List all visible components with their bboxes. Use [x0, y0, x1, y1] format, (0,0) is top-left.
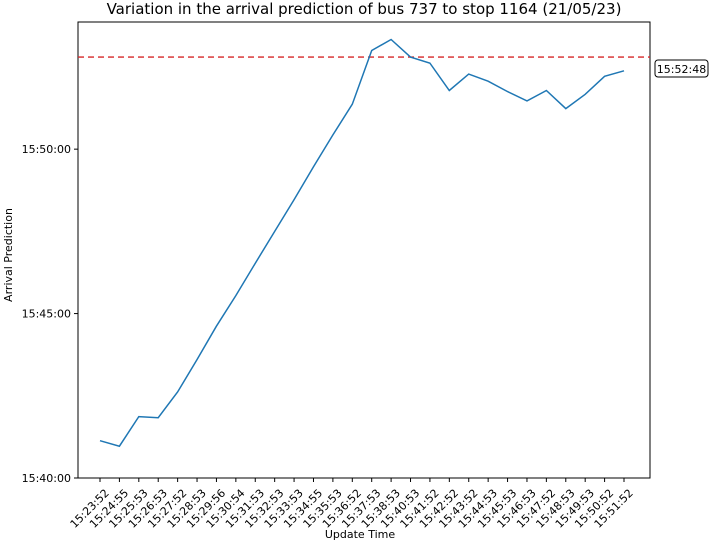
chart-title: Variation in the arrival prediction of b… [107, 0, 622, 18]
reference-label-box [654, 59, 709, 78]
y-tick-label: 15:50:00 [22, 143, 71, 156]
reference-label: 15:52:48 [657, 63, 706, 76]
y-axis-label: Arrival Prediction [2, 208, 15, 302]
y-axis: 15:40:00 15:45:00 15:50:00 [22, 143, 78, 485]
y-tick-label: 15:45:00 [22, 308, 71, 321]
y-tick-label: 15:40:00 [22, 472, 71, 485]
x-axis-label: Update Time [325, 528, 395, 541]
x-axis: 15:23:5215:24:5515:25:5315:26:5315:27:52… [68, 478, 636, 531]
plot-area [77, 21, 651, 479]
series-line [99, 38, 625, 448]
